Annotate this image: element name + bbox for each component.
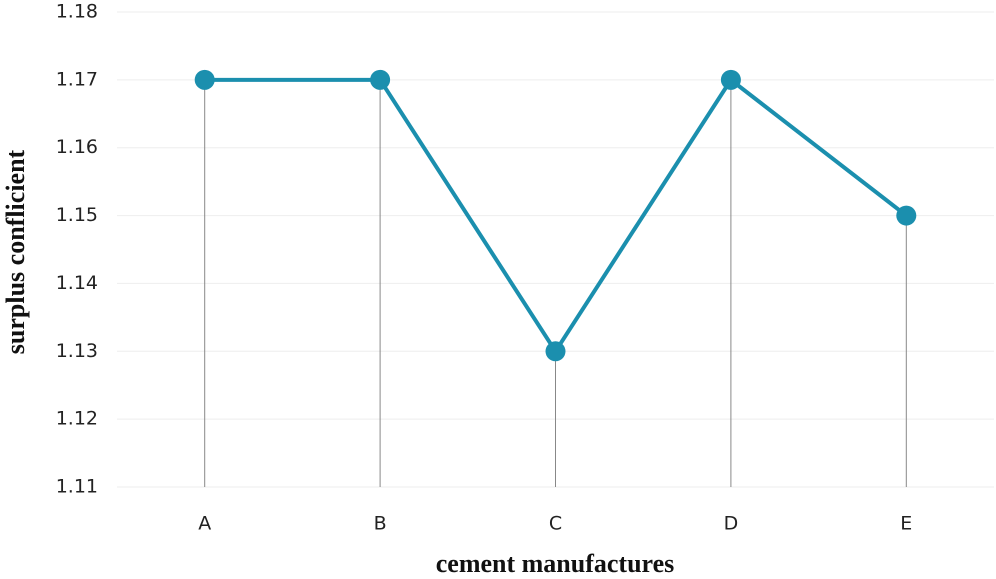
data-point: [545, 341, 566, 362]
y-tick-label: 1.13: [56, 340, 98, 362]
data-point: [896, 205, 917, 226]
x-tick-label: A: [198, 513, 211, 535]
x-tick-label: B: [374, 513, 387, 535]
data-point: [194, 69, 215, 90]
y-tick-label: 1.12: [56, 408, 98, 430]
y-tick-label: 1.18: [56, 1, 98, 23]
y-tick-label: 1.15: [56, 204, 98, 226]
x-tick-label: D: [724, 513, 739, 535]
y-tick-label: 1.16: [56, 136, 98, 158]
y-axis-title: surplus conflicient: [1, 149, 30, 354]
x-tick-label: E: [900, 513, 912, 535]
x-tick-label: C: [549, 513, 562, 535]
data-point: [720, 69, 741, 90]
y-tick-label: 1.17: [56, 68, 98, 90]
y-tick-label: 1.14: [56, 272, 98, 294]
x-axis-title: cement manufactures: [436, 549, 675, 578]
y-tick-label: 1.11: [56, 476, 98, 498]
data-point: [370, 69, 391, 90]
